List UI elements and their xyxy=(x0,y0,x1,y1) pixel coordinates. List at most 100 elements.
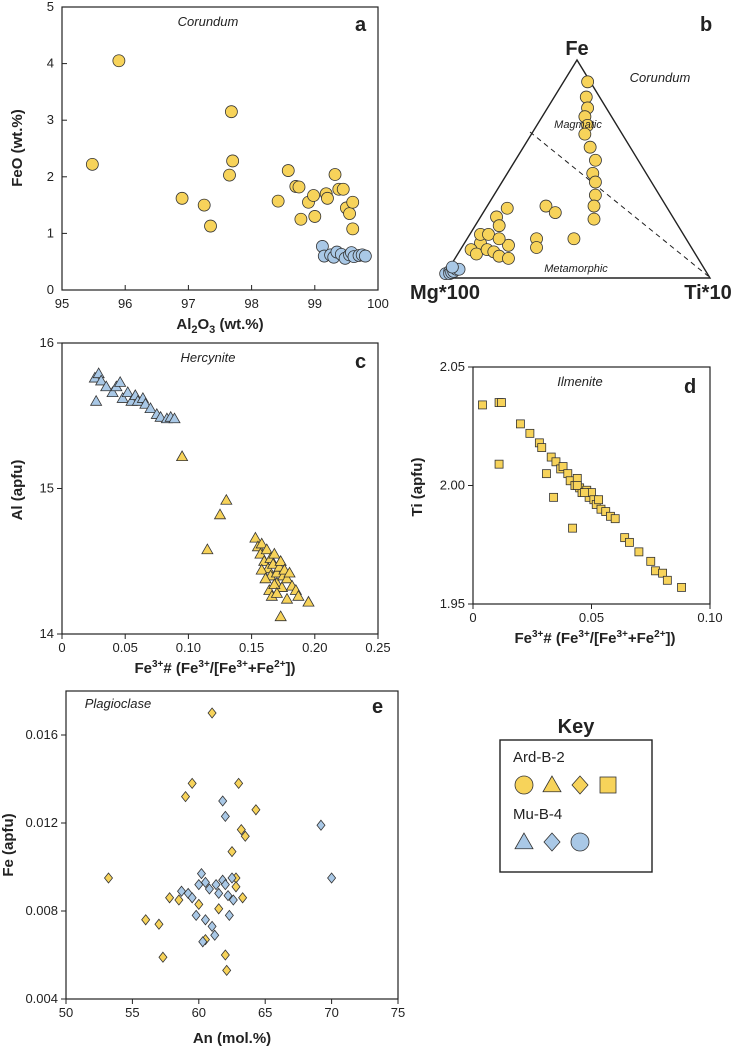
key-marker-mu-b-4-triangle xyxy=(514,832,534,850)
ternary-point-mu-b-4 xyxy=(445,260,459,274)
data-point-mu-b-4 xyxy=(113,375,127,387)
x-tick-label: 0 xyxy=(469,610,476,625)
x-tick-label: 95 xyxy=(55,296,69,311)
data-point-ard-b-2 xyxy=(558,462,568,471)
data-point-ard-b-2 xyxy=(238,892,248,904)
data-point-mu-b-4 xyxy=(198,936,208,948)
key-box xyxy=(499,739,653,873)
data-point-ard-b-2 xyxy=(308,210,322,223)
panel-c-ylabel: Al (apfu) xyxy=(9,460,26,521)
ternary-point-ard-b-2 xyxy=(548,206,562,220)
data-point-ard-b-2 xyxy=(154,918,164,930)
data-point-ard-b-2 xyxy=(537,443,547,452)
key-marker-mu-b-4-diamond xyxy=(543,832,561,852)
ternary-field-boundary xyxy=(529,131,709,277)
y-tick-label: 0.008 xyxy=(25,903,58,918)
data-point-ard-b-2 xyxy=(260,543,273,555)
data-point-mu-b-4 xyxy=(168,412,181,424)
key-marker-ard-b-2-triangle xyxy=(542,775,562,793)
data-point-ard-b-2 xyxy=(283,566,296,578)
data-point-ard-b-2 xyxy=(224,105,238,119)
data-point-ard-b-2 xyxy=(270,586,284,598)
data-point-mu-b-4 xyxy=(227,872,237,884)
y-tick-label: 5 xyxy=(47,0,54,14)
data-point-mu-b-4 xyxy=(207,920,217,933)
data-point-ard-b-2 xyxy=(292,180,306,194)
data-point-ard-b-2 xyxy=(234,777,244,790)
data-point-ard-b-2 xyxy=(620,533,630,543)
panel-e-ylabel: Fe (apfu) xyxy=(0,813,17,876)
data-point-ard-b-2 xyxy=(249,531,262,543)
x-tick-label: 60 xyxy=(192,1005,206,1020)
data-point-ard-b-2 xyxy=(112,54,126,68)
ternary-point-ard-b-2 xyxy=(500,201,514,215)
data-point-ard-b-2 xyxy=(658,568,667,578)
y-tick-label: 14 xyxy=(40,626,54,641)
ternary-point-ard-b-2 xyxy=(589,175,602,189)
y-tick-label: 16 xyxy=(40,335,54,350)
x-tick-label: 55 xyxy=(125,1005,139,1020)
data-point-ard-b-2 xyxy=(336,182,350,196)
data-point-ard-b-2 xyxy=(307,189,320,202)
data-point-ard-b-2 xyxy=(181,790,191,803)
data-point-ard-b-2 xyxy=(346,222,360,236)
x-tick-label: 0.10 xyxy=(697,610,722,625)
y-tick-label: 4 xyxy=(47,56,54,71)
data-point-mu-b-4 xyxy=(223,889,233,902)
panel-d-label: d xyxy=(684,376,696,398)
data-point-ard-b-2 xyxy=(634,547,644,557)
panel-e-title: Plagioclase xyxy=(85,696,152,711)
ternary-point-ard-b-2 xyxy=(530,241,543,254)
data-point-ard-b-2 xyxy=(251,804,261,816)
x-tick-label: 99 xyxy=(308,296,322,311)
data-point-ard-b-2 xyxy=(343,207,356,220)
data-point-ard-b-2 xyxy=(194,898,204,911)
ternary-point-ard-b-2 xyxy=(587,212,601,226)
data-point-mu-b-4 xyxy=(211,878,221,891)
panel-a-xlabel: Al2O3 (wt.%) xyxy=(176,316,263,336)
data-point-ard-b-2 xyxy=(610,514,620,524)
panel-e-frame xyxy=(65,690,399,1000)
field-label-metamorphic: Metamorphic xyxy=(544,263,608,275)
data-point-mu-b-4 xyxy=(210,929,220,941)
data-point-ard-b-2 xyxy=(222,964,232,977)
data-point-mu-b-4 xyxy=(316,819,326,831)
data-point-ard-b-2 xyxy=(497,398,506,407)
key-marker-ard-b-2-diamond xyxy=(571,775,589,795)
data-point-mu-b-4 xyxy=(200,914,210,926)
data-point-mu-b-4 xyxy=(228,894,238,906)
data-point-mu-b-4 xyxy=(191,909,201,922)
data-point-ard-b-2 xyxy=(268,578,281,590)
data-point-ard-b-2 xyxy=(274,610,287,622)
data-point-ard-b-2 xyxy=(281,164,295,177)
data-point-ard-b-2 xyxy=(213,508,227,520)
x-tick-label: 0.05 xyxy=(113,640,138,655)
data-point-ard-b-2 xyxy=(292,589,305,601)
data-point-ard-b-2 xyxy=(197,198,211,212)
ternary-point-ard-b-2 xyxy=(539,199,553,213)
ternary-point-ard-b-2 xyxy=(502,251,515,265)
ternary-point-ard-b-2 xyxy=(583,140,597,154)
x-tick-label: 0 xyxy=(58,640,65,655)
key-group-mu-label: Mu-B-4 xyxy=(513,806,562,823)
x-tick-label: 0.10 xyxy=(176,640,201,655)
panel-d-title: Ilmenite xyxy=(557,374,603,389)
data-point-ard-b-2 xyxy=(255,537,268,549)
x-tick-label: 65 xyxy=(258,1005,272,1020)
y-tick-label: 0.016 xyxy=(25,727,58,742)
data-point-ard-b-2 xyxy=(165,892,175,904)
data-point-mu-b-4 xyxy=(94,374,108,386)
data-point-ard-b-2 xyxy=(280,572,294,584)
ternary-point-ard-b-2 xyxy=(578,127,592,141)
data-point-mu-b-4 xyxy=(139,397,152,409)
data-point-ard-b-2 xyxy=(255,563,268,575)
x-tick-label: 70 xyxy=(324,1005,338,1020)
panel-e-label: e xyxy=(372,696,383,718)
ternary-point-ard-b-2 xyxy=(567,232,581,246)
panel-b-label: b xyxy=(700,14,712,36)
data-point-ard-b-2 xyxy=(525,428,535,438)
data-point-mu-b-4 xyxy=(327,872,337,884)
data-point-ard-b-2 xyxy=(231,881,241,893)
ternary-apex-top: Fe xyxy=(565,38,588,60)
